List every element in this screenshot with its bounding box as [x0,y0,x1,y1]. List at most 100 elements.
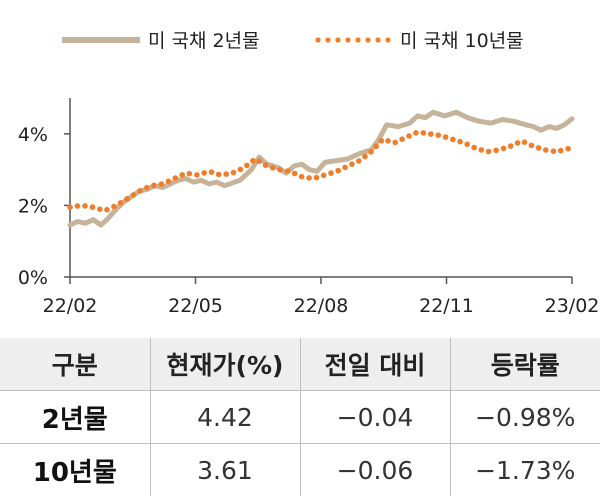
series-dot-10y [528,142,535,149]
series-dot-10y [284,168,291,174]
series-dot-10y [165,178,172,185]
current-2y: 4.42 [149,390,300,444]
legend-swatch-10y [315,37,391,43]
series-dot-10y [179,172,185,178]
x-tick-label: 22/02 [43,295,98,317]
series-dot-10y [485,148,492,155]
series-dot-10y [306,175,312,181]
series-dot-10y [298,173,305,180]
current-10y: 3.61 [149,443,300,496]
series-dot-10y [89,204,96,210]
series-dot-10y [208,169,215,175]
yield-chart: 미 국채 2년물 미 국채 10년물 0%2%4% 22/02 22/05 22/0… [18,30,600,317]
series-dot-10y [215,171,222,178]
x-tick-label: 22/11 [419,295,474,317]
series-dot-10y [151,182,157,189]
series-dot-10y [565,145,571,152]
series-dot-10y [385,138,391,144]
series-dot-10y [158,181,165,187]
change-10y: −0.06 [299,443,450,496]
series-dot-10y [320,172,327,179]
x-ticks: 22/02 22/05 22/08 22/11 23/02 [43,277,600,317]
series-dot-10y [291,170,298,177]
legend-dot [345,37,351,43]
series-dot-10y [464,141,471,148]
series-dot-10y [230,169,237,176]
legend-dot [375,37,381,43]
series-dot-10y [250,158,256,164]
series-dot-10y [201,170,207,176]
series-dot-10y [406,133,412,139]
series-dot-10y [67,204,73,210]
series-dot-10y [428,131,434,137]
legend-dot [355,37,361,43]
series-layer [67,109,575,228]
series-line-2y [67,109,575,228]
series-dot-10y [471,144,477,151]
series-dot-10y [244,162,250,169]
series-dot-10y [130,192,137,198]
series-dot-10y [172,175,179,181]
series-dot-10y [373,143,380,150]
legend-dot [385,37,391,43]
series-dot-10y [82,203,88,209]
legend-dot [315,37,321,43]
series-dot-10y [328,170,334,176]
series-dot-10y [97,206,103,212]
legend-label-2y: 미 국채 2년물 [148,30,260,52]
row-label-2y: 2년물 [0,390,150,444]
table-row: 10년물 3.61 −0.06 −1.73% [0,443,600,496]
table-header-row: 구분 현재가(%) 전일 대비 등락률 [0,338,600,391]
change-2y: −0.04 [299,390,450,444]
series-dot-10y [435,132,442,138]
series-dot-10y [399,136,405,142]
series-dot-10y [362,153,368,160]
header-current: 현재가(%) [149,338,300,391]
series-dot-10y [500,145,507,152]
series-dot-10y [262,162,269,168]
series-dot-10y [256,158,263,164]
rate-10y: −1.73% [449,443,600,496]
series-dot-10y [558,147,564,154]
series-dot-10y [237,166,244,173]
series-dot-10y [194,172,200,178]
series-dot-10y [543,147,549,153]
series-dot-10y [137,188,143,194]
legend-dot [325,37,331,43]
series-dot-10y [223,171,229,177]
y-tick-label: 2% [18,195,48,217]
legend-label-10y: 미 국채 10년물 [400,30,524,52]
series-dot-10y [313,174,320,181]
row-label-10y: 10년물 [0,443,150,496]
series-dot-10y [450,136,456,143]
series-dot-10y [521,139,528,145]
y-ticks: 0% 2% 4% [18,124,70,289]
series-dot-10y [507,143,514,149]
header-rate: 등락률 [449,338,600,391]
table-row: 2년물 4.42 −0.04 −0.98% [0,390,600,444]
y-tick-label: 4% [18,124,48,146]
legend-dot [365,37,371,43]
series-dot-10y [368,149,374,155]
header-category: 구분 [0,338,150,391]
series-dot-10y [514,140,521,146]
legend: 미 국채 2년물 미 국채 10년물 [62,30,524,52]
y-tick-label: 0% [18,267,48,289]
series-dot-10y [457,138,463,145]
series-dot-10y [144,184,150,191]
series-dot-10y [342,164,348,171]
rate-2y: −0.98% [449,390,600,444]
series-dot-10y [442,134,449,140]
series-dot-10y [117,200,124,206]
series-dot-10y [277,167,283,173]
series-dot-10y [535,145,542,151]
series-dot-10y [74,203,81,209]
x-tick-label: 23/02 [545,295,600,317]
series-dot-10y [550,148,557,154]
series-dot-10y [111,203,117,210]
series-dot-10y [186,170,193,177]
header-change: 전일 대비 [299,338,450,391]
legend-dot [335,37,341,43]
series-dot-10y [392,139,399,146]
series-dot-10y [124,196,130,202]
